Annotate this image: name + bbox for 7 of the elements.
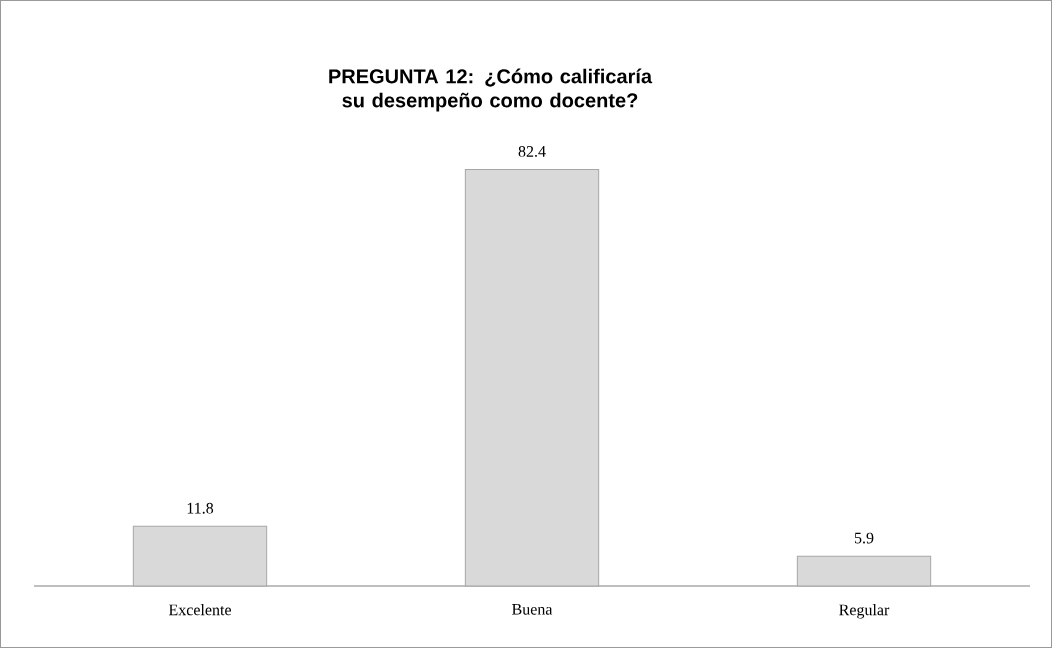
x-tick-label: Excelente <box>168 604 231 616</box>
x-tick-label: Buena <box>512 604 553 615</box>
data-label: 82.4 <box>518 146 546 157</box>
chart-title: PREGUNTA 12: ¿Cómo calificaría su desempeño como docente? <box>329 68 653 112</box>
x-tick-label: Regular <box>839 604 890 619</box>
data-label: 11.8 <box>187 502 214 514</box>
data-label: 5.9 <box>854 532 874 544</box>
